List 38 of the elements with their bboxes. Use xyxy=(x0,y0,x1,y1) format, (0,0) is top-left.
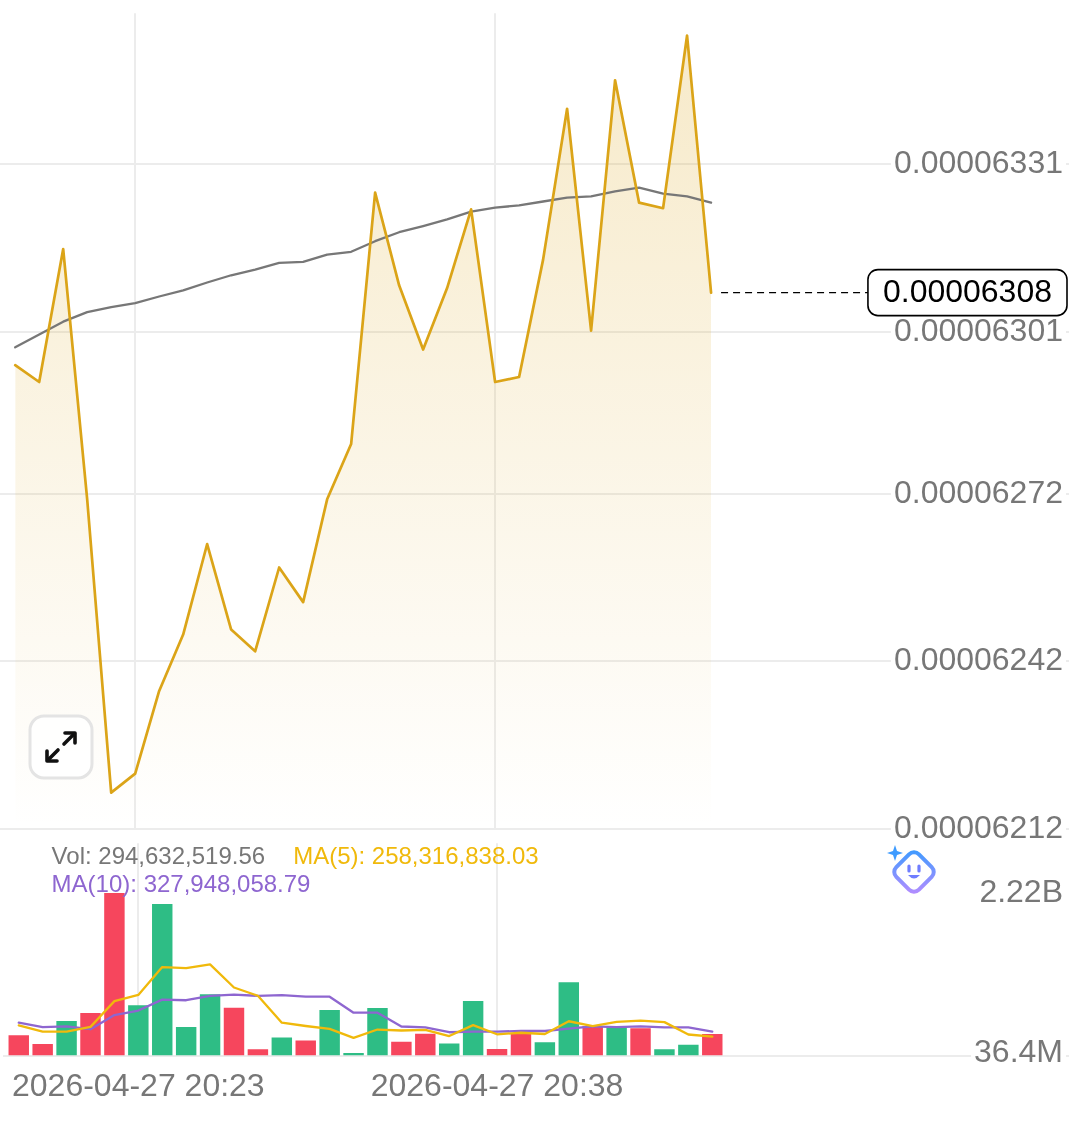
y-tick-label: 0.00006212 xyxy=(893,808,1063,845)
bar xyxy=(510,1033,532,1056)
bar xyxy=(438,1043,460,1056)
bar xyxy=(678,1044,699,1056)
bar xyxy=(152,903,173,1056)
text: MA(10): 327,948,058.79 xyxy=(51,869,311,897)
y-tick-label: 2.22B xyxy=(979,872,1063,909)
bar xyxy=(32,1044,53,1056)
bar xyxy=(8,1035,29,1056)
y-tick-label: 0.00006301 xyxy=(893,311,1063,348)
y-tick-label: 36.4M xyxy=(974,1032,1063,1069)
bar xyxy=(534,1042,556,1056)
bar xyxy=(702,1034,723,1056)
bar xyxy=(654,1049,675,1056)
bar xyxy=(271,1037,293,1056)
bar xyxy=(223,1007,245,1056)
bar xyxy=(319,1010,340,1056)
bar xyxy=(486,1049,508,1056)
ref-line-label: 0.00006308 xyxy=(882,273,1052,310)
annotation: Vol: 294,632,519.56 xyxy=(51,841,266,869)
bar xyxy=(295,1040,316,1056)
bar xyxy=(128,1005,149,1056)
bar xyxy=(367,1007,388,1056)
bar xyxy=(582,1026,603,1056)
y-tick-label: 0.00006242 xyxy=(893,641,1063,678)
y-tick-label: 0.00006331 xyxy=(893,143,1063,180)
bar xyxy=(415,1033,436,1056)
bar xyxy=(247,1049,269,1056)
bar xyxy=(199,994,221,1056)
x-tick-label: 2026-04-27 20:23 xyxy=(12,1066,265,1103)
text: MA(5): 258,316,838.03 xyxy=(293,841,539,869)
bar xyxy=(175,1026,197,1056)
y-tick-label: 0.00006272 xyxy=(893,473,1063,510)
bar xyxy=(558,982,580,1056)
bar xyxy=(630,1028,651,1056)
x-tick-label: 2026-04-27 20:38 xyxy=(370,1066,624,1103)
bar xyxy=(606,1026,627,1056)
bar xyxy=(391,1041,412,1056)
